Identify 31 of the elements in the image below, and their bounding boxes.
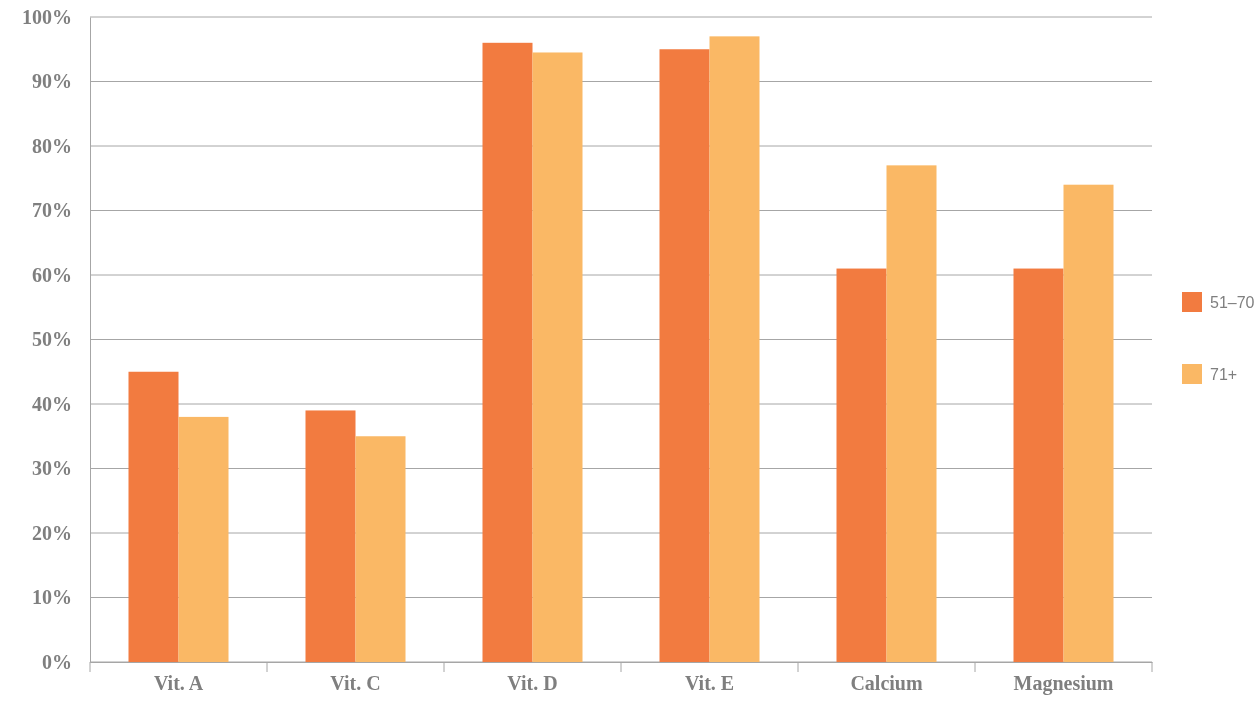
y-tick-label: 40% [32, 392, 72, 415]
y-tick-label: 50% [32, 328, 72, 351]
y-tick-label: 60% [32, 263, 72, 286]
bar [1063, 184, 1114, 662]
bar [128, 371, 179, 662]
x-tick-label: Magnesium [1013, 672, 1114, 696]
bar [355, 436, 406, 662]
bar [659, 49, 710, 662]
y-tick-label: 90% [32, 70, 72, 93]
bar [532, 52, 583, 662]
bar [886, 165, 937, 662]
x-tick-label: Vit. C [330, 672, 381, 695]
y-tick-label: 30% [32, 457, 72, 480]
y-tick-label: 0% [42, 650, 72, 673]
x-tick-label: Vit. E [684, 672, 735, 695]
bar [178, 416, 229, 662]
x-tick-label: Vit. A [153, 672, 204, 695]
y-tick-label: 10% [32, 586, 72, 609]
bar [305, 410, 356, 662]
y-tick-label: 80% [32, 134, 72, 157]
bar [1013, 268, 1064, 662]
bar [482, 42, 533, 662]
y-tick-label: 20% [32, 521, 72, 544]
y-tick-label: 100% [22, 5, 72, 28]
x-tick-label: Vit. D [507, 672, 558, 695]
bar [709, 36, 760, 662]
legend-label: 71+ [1210, 366, 1238, 383]
y-tick-label: 70% [32, 199, 72, 222]
legend-label: 51–70 [1210, 294, 1255, 311]
x-tick-label: Calcium [850, 672, 923, 695]
bar [836, 268, 887, 662]
